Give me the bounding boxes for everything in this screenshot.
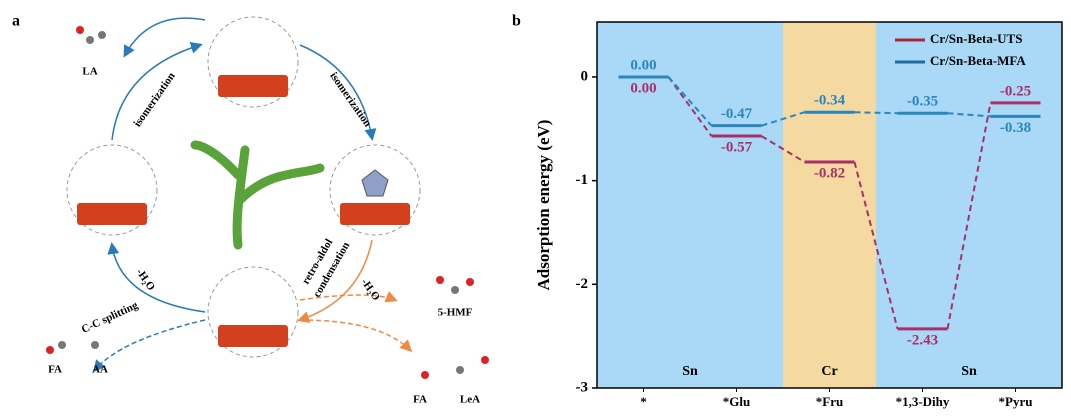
y-tick-label: -2 bbox=[576, 276, 589, 292]
legend-label: Cr/Sn-Beta-MFA bbox=[930, 53, 1026, 68]
y-tick-label: 0 bbox=[581, 68, 589, 84]
region bbox=[597, 22, 783, 388]
step-label: isomerization bbox=[131, 70, 177, 129]
connector bbox=[947, 112, 991, 118]
value-label: -0.38 bbox=[1000, 120, 1031, 136]
y-axis-label: Adsorption energy (eV) bbox=[534, 120, 553, 291]
panel-letter: b bbox=[512, 13, 521, 30]
product-label: LeA bbox=[460, 394, 480, 406]
value-label: 0.00 bbox=[630, 80, 656, 96]
x-tick-label: *Fru bbox=[816, 394, 843, 409]
step-label: -H₂O bbox=[134, 266, 158, 293]
region bbox=[876, 22, 1062, 388]
connector bbox=[853, 161, 899, 330]
x-tick-label: *Glu bbox=[723, 394, 750, 409]
product-label: LA bbox=[82, 66, 97, 78]
x-tick-label: * bbox=[640, 394, 647, 409]
cr-cluster bbox=[361, 169, 389, 197]
connector bbox=[667, 76, 713, 127]
region bbox=[783, 22, 876, 388]
value-label: -2.43 bbox=[907, 332, 938, 348]
step-label: -H₂O bbox=[359, 276, 383, 303]
legend-label: Cr/Sn-Beta-UTS bbox=[930, 31, 1022, 46]
connector bbox=[761, 111, 805, 127]
orange-arrows bbox=[297, 239, 413, 353]
value-label: -0.34 bbox=[814, 93, 846, 109]
region-label: Sn bbox=[961, 364, 977, 379]
product-label: AA bbox=[92, 364, 108, 376]
x-tick-label: *Pyru bbox=[999, 394, 1033, 409]
connector bbox=[854, 111, 898, 115]
step-label: isomerization bbox=[327, 70, 373, 129]
plant bbox=[190, 140, 325, 250]
value-label: -0.82 bbox=[814, 165, 845, 181]
connector bbox=[667, 76, 713, 137]
step-label: C-C splitting bbox=[80, 299, 141, 336]
arrows bbox=[93, 17, 377, 373]
value-label: 0.00 bbox=[630, 57, 656, 73]
region-label: Cr bbox=[821, 364, 837, 379]
product-label: 5-HMF bbox=[438, 307, 473, 319]
molecule-icons bbox=[46, 26, 489, 379]
product-label: FA bbox=[48, 364, 62, 376]
y-tick-label: -3 bbox=[576, 379, 589, 395]
x-tick-label: *1,3-Dihy bbox=[896, 394, 950, 409]
panel-a: a LA isomerization isom bbox=[12, 13, 489, 406]
panel-letter: a bbox=[12, 13, 20, 30]
zeolite-slabs bbox=[77, 75, 410, 347]
connector bbox=[760, 135, 806, 163]
y-tick-label: -1 bbox=[576, 172, 589, 188]
value-label: -0.35 bbox=[907, 94, 938, 110]
value-label: -0.47 bbox=[721, 106, 753, 122]
value-label: -0.57 bbox=[721, 139, 753, 155]
region-label: Sn bbox=[682, 364, 698, 379]
value-label: -0.25 bbox=[1000, 83, 1031, 99]
connector bbox=[946, 102, 992, 330]
product-label: FA bbox=[413, 394, 427, 406]
